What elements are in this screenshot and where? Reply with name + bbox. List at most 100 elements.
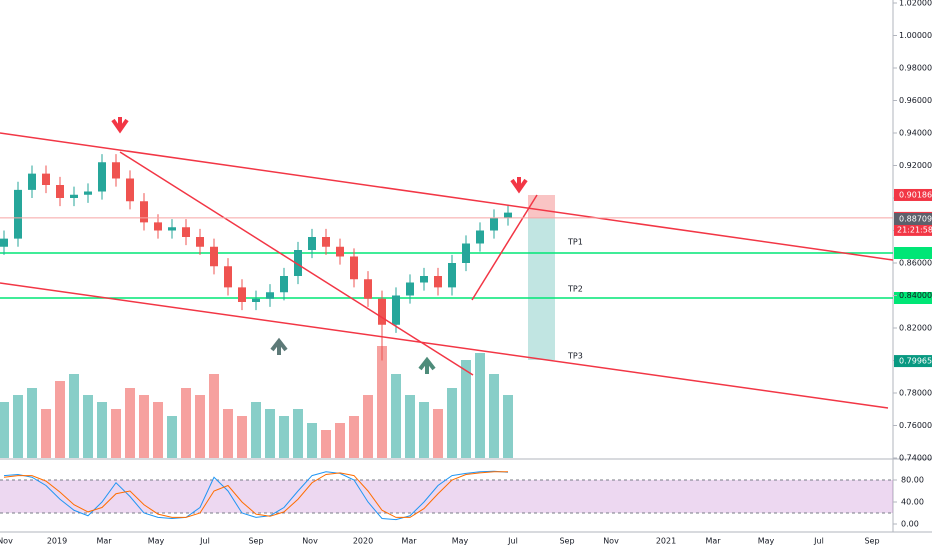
volume-bar (167, 416, 177, 458)
x-tick-label: Jul (199, 537, 210, 546)
candle-body (252, 298, 260, 302)
volume-bar (251, 402, 261, 458)
volume-bar (489, 374, 499, 458)
candle-body (28, 173, 36, 190)
candle-body (70, 194, 78, 198)
candle-body (294, 250, 302, 276)
stop-zone (528, 195, 555, 218)
volume-bar (377, 346, 387, 458)
y-tick-label: 80.00 (901, 476, 924, 485)
trend-line (471, 194, 538, 301)
candle-body (406, 282, 414, 296)
target-label: TP1 (567, 238, 583, 247)
candle-body (504, 212, 512, 218)
x-tick-label: 2021 (656, 537, 676, 546)
x-tick-label: Sep (248, 537, 263, 546)
target-zone (528, 218, 555, 360)
y-tick-label: 0.86000 (899, 259, 932, 268)
price-tag-label: 0.90186 (899, 190, 932, 199)
candle-body (322, 237, 330, 247)
volume-bar (433, 409, 443, 458)
candle-body (0, 238, 8, 247)
x-tick-label: May (758, 537, 775, 546)
x-tick-label: May (452, 537, 469, 546)
candle-body (420, 276, 428, 283)
volume-bar (195, 395, 205, 458)
y-tick-label: 0.00 (901, 520, 919, 529)
candle-body (350, 256, 358, 280)
volume-bar (41, 409, 51, 458)
down-arrow (111, 117, 129, 134)
y-tick-label: 1.00000 (899, 31, 932, 40)
volume-bar (447, 388, 457, 458)
candle-body (182, 227, 190, 237)
candle-body (238, 287, 246, 302)
volume-bar (279, 416, 289, 458)
price-tag-label: 0.88709 (899, 214, 932, 223)
y-tick-label: 0.82000 (899, 324, 932, 333)
volume-bar (237, 416, 247, 458)
candle-body (56, 185, 64, 198)
candle-body (490, 217, 498, 231)
candle-body (210, 246, 218, 267)
trend-line (119, 151, 474, 376)
candle-body (112, 162, 120, 179)
stoch-line (3, 470, 509, 521)
target-label: TP2 (567, 285, 583, 294)
volume-bar (461, 360, 471, 458)
candle-body (42, 173, 50, 185)
volume-bar (0, 402, 9, 458)
y-tick-label: 0.78000 (899, 389, 932, 398)
volume-bar (13, 395, 23, 458)
x-tick-label: 2019 (47, 537, 67, 546)
volume-bar (111, 409, 121, 458)
volume-bar (181, 388, 191, 458)
candle-body (280, 276, 288, 293)
candle-body (98, 162, 106, 192)
candle-body (168, 227, 176, 231)
volume-bar (503, 395, 513, 458)
volume-bar (97, 402, 107, 458)
candle-body (84, 191, 92, 195)
y-tick-label: 1.02000 (899, 0, 932, 8)
volume-bar (405, 395, 415, 458)
volume-bar (335, 423, 345, 458)
y-tick-label: 0.74000 (899, 454, 932, 463)
candle-body (224, 266, 232, 288)
stoch-line (3, 471, 508, 518)
y-tick-label: 0.94000 (899, 129, 932, 138)
x-tick-label: Mar (401, 537, 417, 546)
price-tag (894, 188, 932, 201)
candle-body (378, 298, 386, 325)
candle-body (448, 263, 456, 288)
price-tag (894, 212, 932, 225)
volume-bar (419, 402, 429, 458)
volume-bar (265, 409, 275, 458)
y-tick-label: 0.98000 (899, 64, 932, 73)
price-tag (894, 355, 932, 368)
x-tick-label: Sep (559, 537, 574, 546)
candle-body (154, 222, 162, 231)
volume-bar (27, 388, 37, 458)
trend-line (0, 282, 889, 409)
volume-bar (209, 374, 219, 458)
candle-body (266, 292, 274, 299)
volume-bar (55, 381, 65, 458)
x-tick-label: Nov (0, 537, 13, 546)
candle-body (476, 230, 484, 244)
up-arrow (418, 356, 436, 374)
volume-bar (83, 395, 93, 458)
countdown-label: 21:21:58 (897, 225, 932, 234)
candle-body (308, 237, 316, 250)
x-tick-label: Jul (813, 537, 824, 546)
y-tick-label: 0.96000 (899, 96, 932, 105)
level-tag (894, 247, 932, 259)
up-arrow (270, 337, 288, 355)
y-tick-label: 0.76000 (899, 421, 932, 430)
y-tick-label: 0.92000 (899, 161, 932, 170)
candle-body (140, 201, 148, 223)
x-tick-label: 2020 (353, 537, 373, 546)
volume-bar (475, 353, 485, 458)
